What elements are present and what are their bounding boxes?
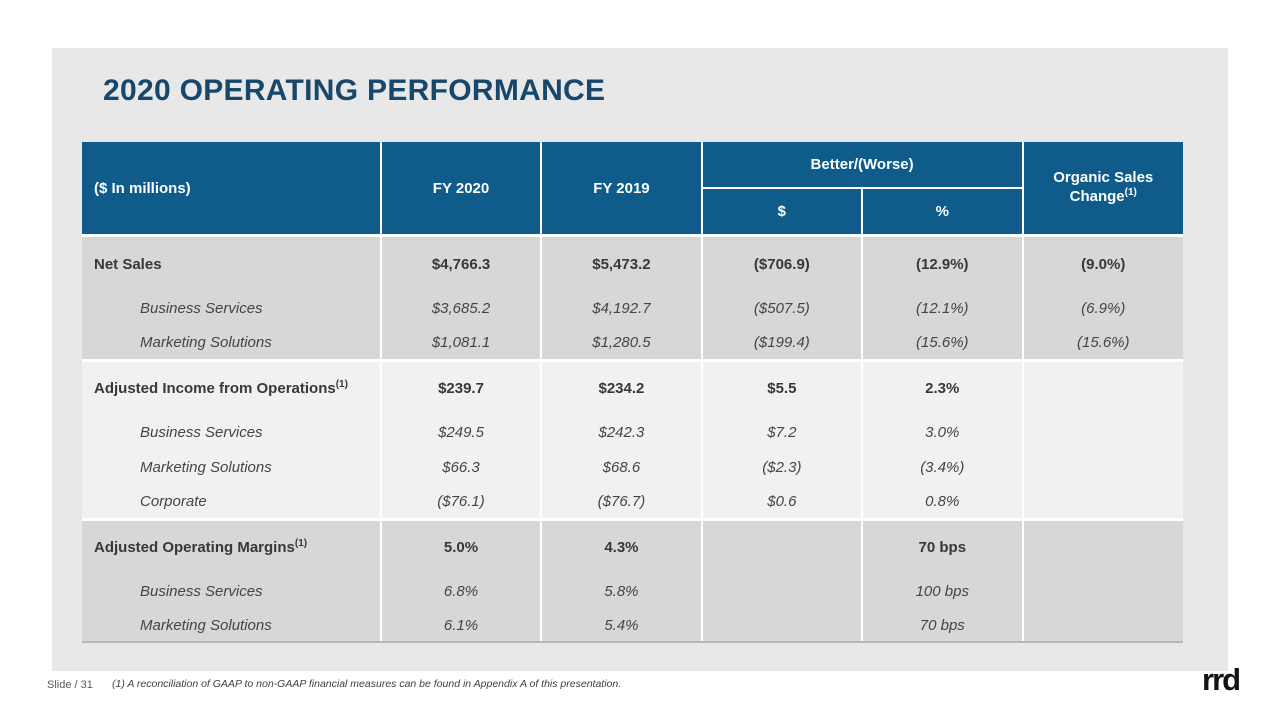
col-header-percent: % bbox=[861, 188, 1023, 234]
adjusted-margins-section: Adjusted Operating Margins(1) 5.0% 4.3% … bbox=[82, 521, 1183, 643]
table-cell: ($76.7) bbox=[540, 484, 702, 518]
row-label: Adjusted Operating Margins(1) bbox=[82, 521, 381, 573]
table-cell bbox=[1021, 573, 1183, 609]
table-cell: $3,685.2 bbox=[379, 291, 542, 325]
table-cell: ($199.4) bbox=[700, 325, 863, 359]
table-cell: ($706.9) bbox=[700, 237, 863, 291]
net-sales-section: Net Sales $4,766.3 $5,473.2 ($706.9) (12… bbox=[82, 237, 1183, 359]
table-row: Business Services $249.5 $242.3 $7.2 3.0… bbox=[82, 414, 1183, 450]
row-label: Business Services bbox=[82, 414, 381, 450]
table-cell: 4.3% bbox=[540, 521, 702, 573]
table-cell: $0.6 bbox=[700, 484, 863, 518]
row-label-text: Adjusted Operating Margins bbox=[94, 538, 295, 556]
table-cell: $7.2 bbox=[700, 414, 863, 450]
row-label: Corporate bbox=[82, 484, 381, 518]
footnote-text: (1) A reconciliation of GAAP to non-GAAP… bbox=[112, 678, 622, 690]
table-cell: 6.1% bbox=[379, 609, 542, 643]
table-cell: 6.8% bbox=[379, 573, 542, 609]
table-cell: ($507.5) bbox=[700, 291, 863, 325]
table-row: Corporate ($76.1) ($76.7) $0.6 0.8% bbox=[82, 484, 1183, 518]
table-cell: (15.6%) bbox=[861, 325, 1023, 359]
col-header-organic-sales-change: Organic Sales Change(1) bbox=[1021, 142, 1183, 234]
adjusted-income-section: Adjusted Income from Operations(1) $239.… bbox=[82, 362, 1183, 518]
col-header-better-worse: Better/(Worse) bbox=[700, 142, 1023, 189]
row-label: Net Sales bbox=[82, 237, 381, 291]
table-cell bbox=[1021, 609, 1183, 643]
table-cell: 5.8% bbox=[540, 573, 702, 609]
table-cell: $66.3 bbox=[379, 450, 542, 484]
table-cell: 5.4% bbox=[540, 609, 702, 643]
section-gap bbox=[82, 234, 1183, 237]
table-cell bbox=[1021, 450, 1183, 484]
table-cell bbox=[700, 609, 863, 643]
table-cell: ($2.3) bbox=[700, 450, 863, 484]
table-cell: $5,473.2 bbox=[540, 237, 702, 291]
table-cell: 0.8% bbox=[861, 484, 1023, 518]
table-cell: $1,081.1 bbox=[379, 325, 542, 359]
col-header-units: ($ In millions) bbox=[82, 142, 381, 234]
table-cell: (6.9%) bbox=[1021, 291, 1183, 325]
organic-label: Organic Sales Change bbox=[1053, 169, 1154, 205]
row-label-text: Adjusted Income from Operations bbox=[94, 379, 336, 397]
table-row: Marketing Solutions $66.3 $68.6 ($2.3) (… bbox=[82, 450, 1183, 484]
col-header-fy2020: FY 2020 bbox=[379, 142, 542, 234]
table-row: Adjusted Operating Margins(1) 5.0% 4.3% … bbox=[82, 521, 1183, 573]
footnote-marker: (1) bbox=[294, 537, 308, 549]
table-cell: 70 bps bbox=[861, 521, 1023, 573]
table-cell: $68.6 bbox=[540, 450, 702, 484]
table-row: Business Services 6.8% 5.8% 100 bps bbox=[82, 573, 1183, 609]
section-gap bbox=[82, 359, 1183, 362]
table-cell: 100 bps bbox=[861, 573, 1023, 609]
table-row: Net Sales $4,766.3 $5,473.2 ($706.9) (12… bbox=[82, 237, 1183, 291]
table-cell: ($76.1) bbox=[379, 484, 542, 518]
table-cell: 5.0% bbox=[379, 521, 542, 573]
row-label: Marketing Solutions bbox=[82, 609, 381, 643]
table-cell: (9.0%) bbox=[1021, 237, 1183, 291]
table-cell: 3.0% bbox=[861, 414, 1023, 450]
table-cell: (15.6%) bbox=[1021, 325, 1183, 359]
table-row: Business Services $3,685.2 $4,192.7 ($50… bbox=[82, 291, 1183, 325]
table-cell: $249.5 bbox=[379, 414, 542, 450]
table-cell: $239.7 bbox=[379, 362, 542, 414]
table-row: Marketing Solutions 6.1% 5.4% 70 bps bbox=[82, 609, 1183, 643]
table-cell: (12.9%) bbox=[861, 237, 1023, 291]
row-label: Adjusted Income from Operations(1) bbox=[82, 362, 381, 414]
row-label: Business Services bbox=[82, 573, 381, 609]
section-gap bbox=[82, 518, 1183, 521]
table-cell bbox=[700, 521, 863, 573]
slide-title: 2020 OPERATING PERFORMANCE bbox=[103, 74, 606, 107]
col-header-fy2019: FY 2019 bbox=[540, 142, 702, 234]
table-cell: $234.2 bbox=[540, 362, 702, 414]
operating-performance-table: ($ In millions) FY 2020 FY 2019 Better/(… bbox=[82, 142, 1183, 643]
footnote-marker: (1) bbox=[335, 378, 348, 390]
table-cell bbox=[1021, 362, 1183, 414]
table-cell bbox=[700, 573, 863, 609]
table-cell bbox=[1021, 484, 1183, 518]
table-cell bbox=[1021, 414, 1183, 450]
table-cell: 2.3% bbox=[861, 362, 1023, 414]
table-cell: $4,766.3 bbox=[379, 237, 542, 291]
rrd-logo: rrd bbox=[1202, 662, 1241, 697]
table-cell: (12.1%) bbox=[861, 291, 1023, 325]
table-cell: 70 bps bbox=[861, 609, 1023, 643]
table-cell bbox=[1021, 521, 1183, 573]
table-cell: $1,280.5 bbox=[540, 325, 702, 359]
table-cell: $4,192.7 bbox=[540, 291, 702, 325]
row-label: Marketing Solutions bbox=[82, 325, 381, 359]
table-header: ($ In millions) FY 2020 FY 2019 Better/(… bbox=[82, 142, 1183, 234]
table-cell: $242.3 bbox=[540, 414, 702, 450]
table-cell: $5.5 bbox=[700, 362, 863, 414]
row-label: Marketing Solutions bbox=[82, 450, 381, 484]
slide-number: Slide / 31 bbox=[47, 679, 93, 691]
organic-footnote-marker: (1) bbox=[1124, 187, 1137, 198]
table-cell: (3.4%) bbox=[861, 450, 1023, 484]
col-header-dollar: $ bbox=[700, 188, 863, 234]
row-label: Business Services bbox=[82, 291, 381, 325]
table-row: Marketing Solutions $1,081.1 $1,280.5 ($… bbox=[82, 325, 1183, 359]
table-row: Adjusted Income from Operations(1) $239.… bbox=[82, 362, 1183, 414]
